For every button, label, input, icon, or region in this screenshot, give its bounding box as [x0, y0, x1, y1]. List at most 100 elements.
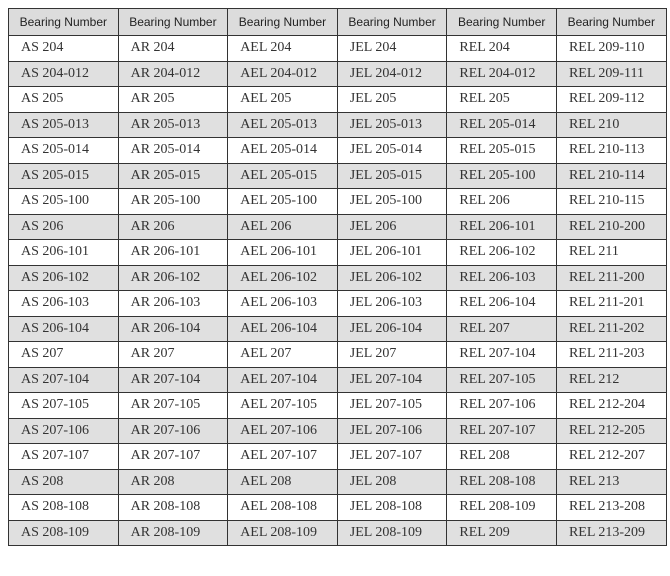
table-cell: AR 208-108 — [117, 494, 229, 521]
table-row: AS 204 AR 204 AEL 204 JEL 204 REL 204 REL 209… — [8, 35, 667, 62]
column-header: Bearing Number — [446, 8, 557, 36]
table-cell: AEL 205-013 — [227, 111, 338, 138]
table-cell: REL 209 — [446, 519, 557, 546]
table-cell: AR 207-104 — [117, 366, 229, 393]
table-row: AS 204-012 AR 204-012 AEL 204-012 JEL 204-0… — [8, 60, 667, 87]
table-row: AS 205-013 AR 205-013 AEL 205-013 JEL 205-0… — [8, 111, 667, 138]
table-cell: REL 211-201 — [555, 290, 667, 317]
table-cell: AEL 207-107 — [227, 443, 338, 470]
table-cell: JEL 208-109 — [336, 519, 448, 546]
column-header: Bearing Number — [117, 8, 229, 36]
table-cell: REL 206 — [446, 188, 557, 215]
table-cell: AS 206-102 — [8, 264, 119, 291]
table-row: AS 207-106 AR 207-106 AEL 207-106 JEL 207-1… — [8, 417, 667, 444]
table-cell: AS 206 — [8, 213, 119, 240]
table-cell: AEL 206 — [227, 213, 338, 240]
table-row: AS 207-104 AR 207-104 AEL 207-104 JEL 207-1… — [8, 366, 667, 393]
table-cell: AR 208-109 — [117, 519, 229, 546]
table-cell: JEL 206-101 — [336, 239, 448, 266]
table-cell: REL 210 — [555, 111, 667, 138]
table-cell: JEL 207-107 — [336, 443, 448, 470]
table-cell: REL 206-101 — [446, 213, 557, 240]
table-row: AS 208-109 AR 208-109 AEL 208-109 JEL 208-1… — [8, 519, 667, 546]
table-cell: AS 206-101 — [8, 239, 119, 266]
table-cell: REL 208-109 — [446, 494, 557, 521]
table-cell: AS 206-103 — [8, 290, 119, 317]
column-header: Bearing Number — [555, 8, 667, 36]
table-cell: AR 207 — [117, 341, 229, 368]
table-row: AS 207-105 AR 207-105 AEL 207-105 JEL 207-1… — [8, 392, 667, 419]
table-cell: AS 207-105 — [8, 392, 119, 419]
table-cell: AR 204 — [117, 35, 229, 62]
table-cell: JEL 207-105 — [336, 392, 448, 419]
table-row: AS 207-107 AR 207-107 AEL 207-107 JEL 207-1… — [8, 443, 667, 470]
table-cell: AR 207-105 — [117, 392, 229, 419]
table-cell: REL 210-114 — [555, 162, 667, 189]
table-cell: REL 213 — [555, 468, 667, 495]
table-cell: AEL 206-103 — [227, 290, 338, 317]
table-cell: REL 206-104 — [446, 290, 557, 317]
table-cell: AEL 205-100 — [227, 188, 338, 215]
table-row: AS 206-101 AR 206-101 AEL 206-101 JEL 206-1… — [8, 239, 667, 266]
table-cell: AEL 207-105 — [227, 392, 338, 419]
table-cell: JEL 208 — [336, 468, 448, 495]
table-row: AS 205-014 AR 205-014 AEL 205-014 JEL 205-0… — [8, 137, 667, 164]
table-cell: REL 208 — [446, 443, 557, 470]
table-cell: REL 209-112 — [555, 86, 667, 113]
table-cell: REL 212-205 — [555, 417, 667, 444]
table-cell: AS 205-013 — [8, 111, 119, 138]
table-cell: AS 206-104 — [8, 315, 119, 342]
table-cell: JEL 208-108 — [336, 494, 448, 521]
table-cell: REL 204-012 — [446, 60, 557, 87]
table-cell: AEL 207 — [227, 341, 338, 368]
table-row: AS 206 AR 206 AEL 206 JEL 206 REL 206-101 REL… — [8, 213, 667, 240]
table-cell: AR 206-104 — [117, 315, 229, 342]
column-header: Bearing Number — [8, 8, 119, 36]
table-cell: AR 206-101 — [117, 239, 229, 266]
bearing-number-table: Bearing Number Bearing Number Bearing Numb… — [8, 8, 667, 546]
table-row: AS 206-102 AR 206-102 AEL 206-102 JEL 206-1… — [8, 264, 667, 291]
table-cell: REL 212-207 — [555, 443, 667, 470]
column-header: Bearing Number — [227, 8, 338, 36]
table-cell: REL 207 — [446, 315, 557, 342]
table-cell: AR 206-102 — [117, 264, 229, 291]
table-cell: AEL 208-109 — [227, 519, 338, 546]
table-row: AS 208 AR 208 AEL 208 JEL 208 REL 208-108 REL… — [8, 468, 667, 495]
table-cell: REL 212-204 — [555, 392, 667, 419]
table-cell: JEL 206 — [336, 213, 448, 240]
table-cell: REL 213-208 — [555, 494, 667, 521]
table-cell: REL 209-110 — [555, 35, 667, 62]
table-cell: JEL 204-012 — [336, 60, 448, 87]
table-cell: REL 207-106 — [446, 392, 557, 419]
table-cell: AS 208-108 — [8, 494, 119, 521]
table-cell: REL 211 — [555, 239, 667, 266]
table-cell: JEL 206-103 — [336, 290, 448, 317]
table-cell: AR 205-014 — [117, 137, 229, 164]
table-row: AS 205 AR 205 AEL 205 JEL 205 REL 205 REL 209… — [8, 86, 667, 113]
table-cell: JEL 206-104 — [336, 315, 448, 342]
table-cell: AS 208 — [8, 468, 119, 495]
table-cell: REL 207-104 — [446, 341, 557, 368]
table-cell: JEL 205-100 — [336, 188, 448, 215]
table-cell: REL 209-111 — [555, 60, 667, 87]
table-cell: JEL 205-014 — [336, 137, 448, 164]
table-cell: REL 207-107 — [446, 417, 557, 444]
table-cell: AR 206-103 — [117, 290, 229, 317]
table-cell: REL 206-102 — [446, 239, 557, 266]
table-cell: AR 205-100 — [117, 188, 229, 215]
table-row: AS 205-100 AR 205-100 AEL 205-100 JEL 205-1… — [8, 188, 667, 215]
table-cell: AR 205-013 — [117, 111, 229, 138]
table-cell: AS 208-109 — [8, 519, 119, 546]
table-cell: AR 206 — [117, 213, 229, 240]
table-cell: AS 205-015 — [8, 162, 119, 189]
table-cell: REL 211-200 — [555, 264, 667, 291]
table-cell: AR 207-107 — [117, 443, 229, 470]
table-cell: JEL 205-013 — [336, 111, 448, 138]
table-cell: JEL 207-104 — [336, 366, 448, 393]
table-cell: REL 208-108 — [446, 468, 557, 495]
table-cell: REL 210-200 — [555, 213, 667, 240]
table-cell: AS 207-104 — [8, 366, 119, 393]
table-cell: AEL 207-106 — [227, 417, 338, 444]
table-cell: AEL 204 — [227, 35, 338, 62]
table-cell: JEL 207 — [336, 341, 448, 368]
